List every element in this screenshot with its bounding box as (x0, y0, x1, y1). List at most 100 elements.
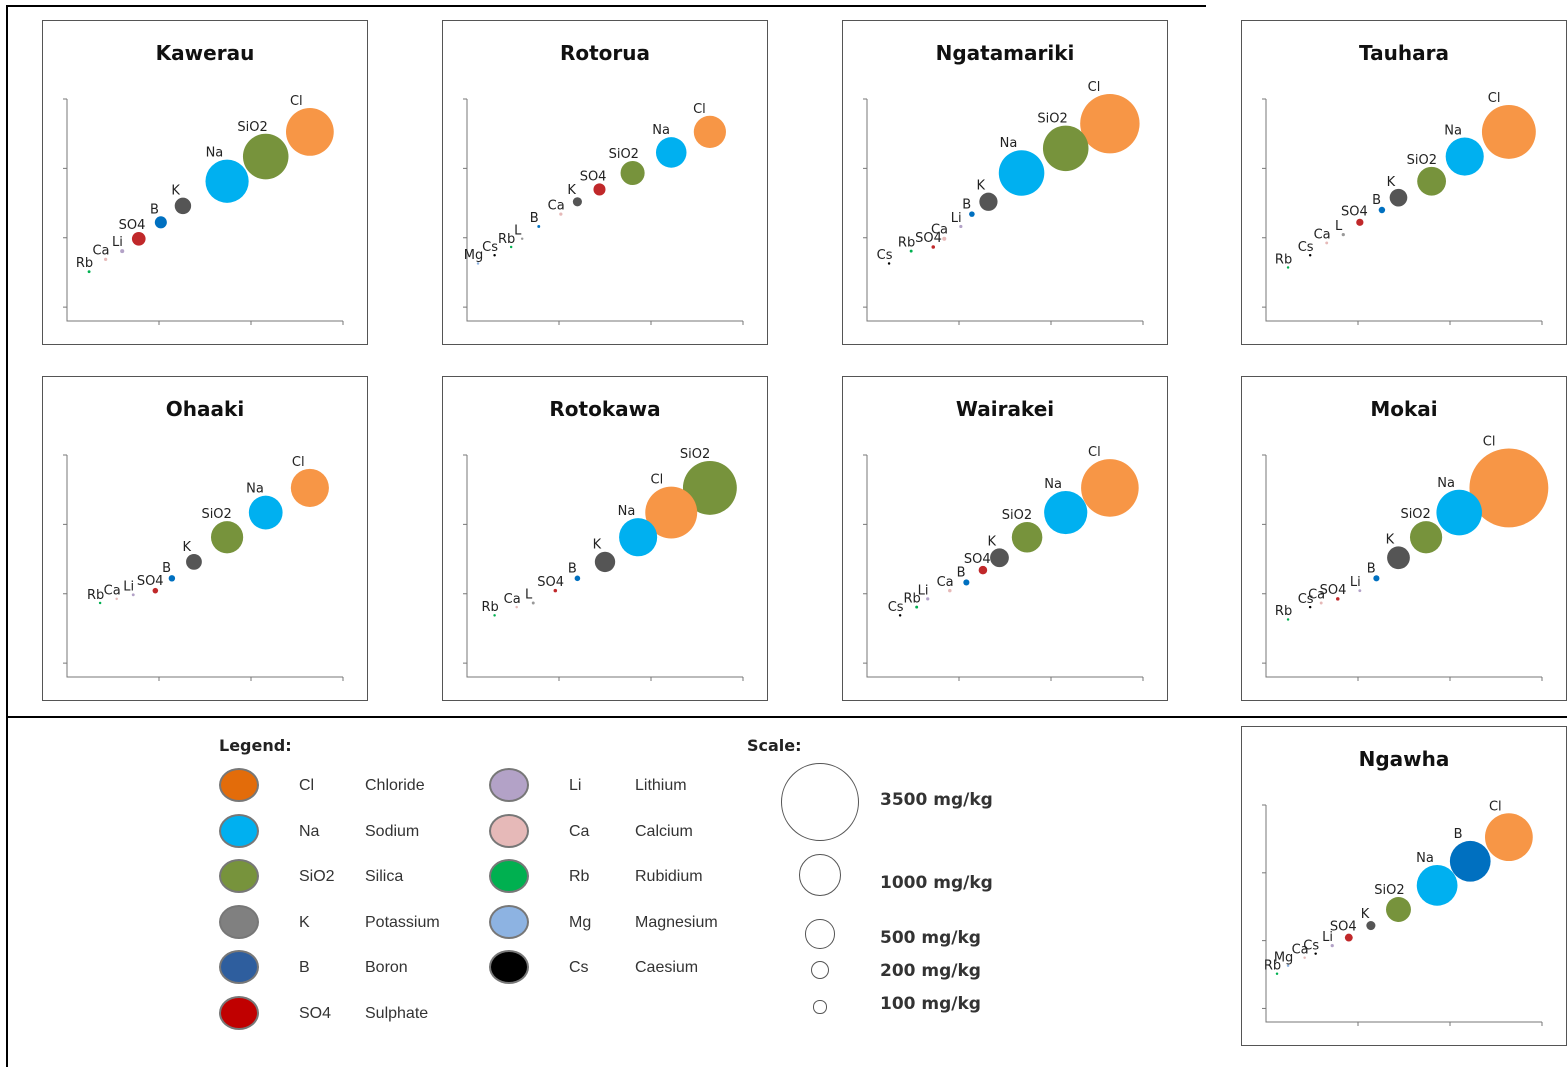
bubble-label: Cl (651, 473, 664, 488)
chart-panel-mokai: Mokai Cl Na SiO2 K B Li SO4 Ca Cs Rb (1241, 376, 1567, 701)
bubble-label: Rb (76, 256, 93, 271)
bubble-label: SiO2 (1407, 153, 1437, 168)
bubble-cl (286, 108, 334, 156)
legend-symbol: K (299, 913, 310, 931)
chart-title: Rotorua (559, 41, 651, 65)
bubble-label: B (150, 202, 159, 217)
bubble-b (154, 216, 167, 229)
bubble-label: B (162, 561, 171, 576)
bubble-l (520, 237, 524, 241)
legend-name: Silica (365, 868, 404, 885)
scale-circle (813, 1000, 827, 1014)
legend-name: Caesium (635, 959, 699, 976)
bubble-sio2 (1417, 166, 1446, 196)
bubble-label: Cs (1298, 592, 1314, 607)
bubble-rb (1275, 972, 1279, 976)
bubble-so4 (1344, 933, 1353, 942)
bubble-cl (645, 486, 698, 539)
bubble-label: B (957, 565, 966, 580)
bubble-b (1378, 206, 1386, 214)
bubble-na (248, 495, 283, 530)
legend-symbol: Cl (299, 777, 315, 794)
bubble-ca (115, 597, 118, 601)
bubble-label: Mg (1274, 950, 1293, 965)
bubble-label: Li (918, 583, 929, 598)
bubble-label: L (525, 588, 533, 603)
scale-circle (810, 960, 830, 980)
bubble-cl (693, 115, 726, 148)
bubble-k (174, 197, 192, 215)
scale-label: 500 mg/kg (880, 928, 981, 948)
legend-item-chloride: Cl Chloride (219, 768, 479, 808)
bubble-cl (290, 468, 329, 507)
bubble-cs (898, 614, 902, 617)
bubble-so4 (1335, 597, 1340, 601)
bubble-label: Rb (481, 600, 498, 615)
bubble-label: Rb (498, 232, 515, 247)
bubble-label: B (962, 197, 971, 212)
legend-swatch (489, 950, 529, 984)
bubble-label: Li (951, 211, 962, 226)
bubble-cl (1469, 448, 1549, 528)
bubble-ca (1303, 956, 1306, 959)
bubble-so4 (593, 183, 606, 196)
bubble-label: Ca (548, 199, 565, 214)
chart-title: Wairakei (955, 397, 1055, 421)
bubble-label: Ca (92, 244, 109, 259)
bubble-cs (1308, 605, 1312, 609)
bubble-mg (476, 262, 480, 265)
bubble-na (619, 518, 658, 557)
bubble-label: SO4 (580, 169, 607, 184)
scale-circle (799, 854, 841, 896)
bubble-label: SO4 (1341, 205, 1368, 220)
chart-title: Kawerau (155, 41, 255, 65)
bubble-label: Na (1437, 476, 1455, 491)
bubble-label: K (1387, 175, 1396, 190)
bubble-l (531, 601, 535, 605)
chart-panel-rotorua: Rotorua Cl Na SiO2 SO4 K Ca B L Rb Cs Mg (442, 20, 768, 345)
bubble-label: SO4 (1320, 583, 1347, 598)
scale-title: Scale: (747, 736, 802, 755)
bubble-label: Cs (1303, 938, 1319, 953)
legend-title: Legend: (219, 736, 292, 755)
bubble-li (1330, 944, 1334, 948)
bubble-cs (887, 262, 891, 265)
legend-swatch (219, 813, 259, 848)
bubble-b (1449, 840, 1491, 882)
legend-symbol: Mg (569, 913, 592, 931)
bubble-label: SiO2 (1002, 508, 1032, 523)
bubble-label: Na (246, 482, 264, 497)
bubble-label: Cs (482, 240, 498, 255)
bubble-rb (87, 270, 91, 274)
bubble-label: Cl (1489, 799, 1502, 814)
bubble-label: SO4 (537, 575, 564, 590)
legend-symbol: Li (569, 777, 582, 794)
legend-item-rubidium: Rb Rubidium (489, 859, 749, 899)
legend-swatch (489, 813, 529, 848)
legend-symbol: B (299, 959, 310, 976)
chart-panel-ohaaki: Ohaaki Cl Na SiO2 K B SO4 Li Ca Rb (42, 376, 368, 701)
scale-circle (805, 919, 835, 949)
bubble-label: K (171, 184, 180, 199)
legend-swatch (219, 768, 259, 802)
chart-panel-rotokawa: Rotokawa SiO2 Cl Na K B SO4 L Ca Rb (442, 376, 768, 701)
bubble-li (959, 224, 963, 229)
bubble-label: B (1372, 193, 1381, 208)
legend-symbol: Ca (569, 822, 590, 840)
bubble-ca (942, 236, 947, 241)
bubble-label: B (568, 562, 577, 577)
scale-label: 100 mg/kg (880, 994, 981, 1014)
bubble-ca (559, 212, 563, 216)
bubble-label: Cs (888, 600, 904, 615)
chart-title: Ngatamariki (935, 41, 1075, 65)
bubble-sio2 (682, 460, 737, 515)
legend-item-calcium: Ca Calcium (489, 813, 749, 854)
bubble-b (969, 211, 975, 217)
bubble-l (1341, 233, 1345, 237)
bubble-sio2 (1011, 521, 1043, 553)
bubble-rb (915, 605, 919, 609)
bubble-label: Ca (1314, 227, 1331, 242)
